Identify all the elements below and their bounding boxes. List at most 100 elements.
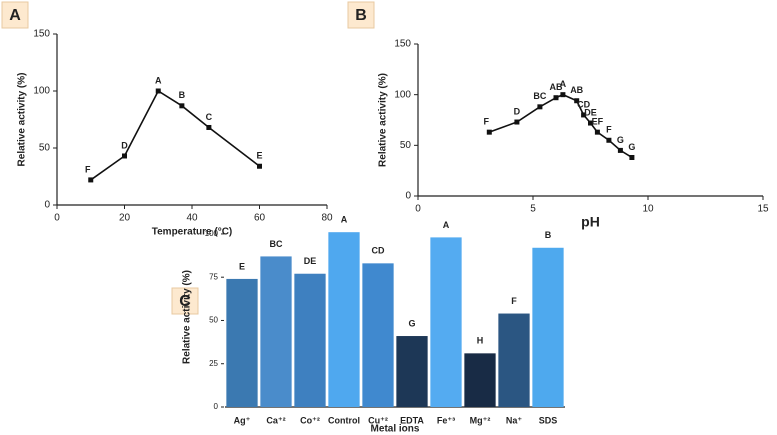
data-point <box>588 120 593 126</box>
panel-label: B <box>355 7 367 24</box>
y-tick-label: 150 <box>394 39 411 50</box>
data-point <box>594 129 600 135</box>
bar <box>328 232 360 407</box>
panel-label-box <box>1 1 29 29</box>
y-axis-label: Relative activity (%) <box>17 73 28 167</box>
data-line <box>90 89 260 181</box>
point-label: CD <box>577 99 590 109</box>
x-tick-label: 80 <box>321 213 333 224</box>
y-tick-label: 0 <box>44 200 50 211</box>
y-tick-label: 100 <box>33 86 50 97</box>
point-label: F <box>85 164 91 174</box>
x-tick-label: SDS <box>539 415 558 425</box>
point-label: G <box>408 318 415 328</box>
bar <box>294 273 326 407</box>
point-label: CD <box>372 246 385 256</box>
data-point <box>88 177 94 183</box>
point-label: AB <box>550 82 563 92</box>
data-point <box>574 98 580 104</box>
x-tick-label: 0 <box>54 213 60 224</box>
point-label: A <box>560 79 567 89</box>
data-point <box>122 153 127 159</box>
x-tick-label: Ag⁺ <box>234 415 251 425</box>
point-label: G <box>628 142 635 152</box>
point-label: A <box>155 75 162 85</box>
point-label: F <box>511 296 517 306</box>
point-label: BC <box>533 91 546 101</box>
point-label: A <box>341 215 348 225</box>
data-point <box>155 88 161 94</box>
x-tick-label: Ca⁺² <box>266 415 285 425</box>
x-tick-label: Control <box>328 415 360 425</box>
y-tick-label: 0 <box>405 191 411 202</box>
x-tick-label: 20 <box>119 213 131 224</box>
point-label: A <box>443 220 450 230</box>
data-point <box>617 147 623 153</box>
data-point <box>179 103 185 109</box>
data-point <box>553 95 559 101</box>
point-label: D <box>121 140 128 150</box>
point-label: C <box>206 112 213 122</box>
point-label: F <box>606 125 612 135</box>
point-label: D <box>514 106 521 116</box>
point-label: G <box>617 135 624 145</box>
y-tick-label: 100 <box>394 89 411 100</box>
data-point <box>560 92 566 98</box>
data-point <box>257 163 262 169</box>
point-label: DE <box>304 256 317 266</box>
data-point <box>606 137 612 143</box>
x-tick-label: Co⁺² <box>300 415 320 425</box>
data-point <box>629 154 635 160</box>
y-tick-label: 50 <box>209 316 218 325</box>
panel-label: A <box>9 7 21 24</box>
point-label: H <box>477 336 484 346</box>
panel-label-box <box>171 287 199 315</box>
x-tick-label: 5 <box>530 204 536 215</box>
y-tick-label: 0 <box>214 402 219 411</box>
y-tick-label: 25 <box>209 359 218 368</box>
panel-label-box <box>347 1 375 29</box>
y-tick-label: 50 <box>400 140 412 151</box>
bar <box>362 263 394 407</box>
bar <box>498 313 530 407</box>
x-axis-label: Temperature (°C) <box>152 227 233 238</box>
x-tick-label: 0 <box>415 204 421 215</box>
data-point <box>486 129 492 135</box>
bar <box>226 278 258 407</box>
data-point <box>537 104 543 110</box>
x-axis-label: pH <box>581 214 600 230</box>
bar <box>464 353 496 407</box>
bar <box>430 237 462 407</box>
x-tick-label: Cu⁺² <box>368 415 388 425</box>
x-tick-label: 60 <box>254 213 266 224</box>
y-tick-label: 100 <box>205 229 219 238</box>
x-tick-label: Na⁺ <box>506 415 523 425</box>
x-tick-label: EDTA <box>400 415 424 425</box>
point-label: B <box>545 230 552 240</box>
bar <box>532 247 564 407</box>
x-tick-label: 40 <box>186 213 198 224</box>
bar <box>260 256 292 407</box>
x-tick-label: 10 <box>642 204 654 215</box>
y-tick-label: 75 <box>209 272 218 281</box>
point-label: F <box>484 117 490 127</box>
data-point <box>514 119 520 125</box>
point-label: B <box>179 90 186 100</box>
x-tick-label: Fe⁺³ <box>437 415 455 425</box>
y-tick-label: 150 <box>33 29 50 40</box>
data-point <box>206 124 212 130</box>
point-label: BC <box>270 239 283 249</box>
data-point <box>581 112 587 118</box>
point-label: AB <box>570 85 583 95</box>
point-label: EF <box>592 117 604 127</box>
x-axis-label: Metal ions <box>371 424 420 435</box>
x-tick-label: 15 <box>757 204 769 215</box>
x-tick-label: Mg⁺² <box>470 415 491 425</box>
y-tick-label: 50 <box>39 143 51 154</box>
point-label: E <box>256 151 262 161</box>
y-axis-label: Relative activity (%) <box>378 73 389 167</box>
point-label: E <box>239 261 245 271</box>
panel-label: C <box>179 293 191 310</box>
bar <box>396 336 428 407</box>
